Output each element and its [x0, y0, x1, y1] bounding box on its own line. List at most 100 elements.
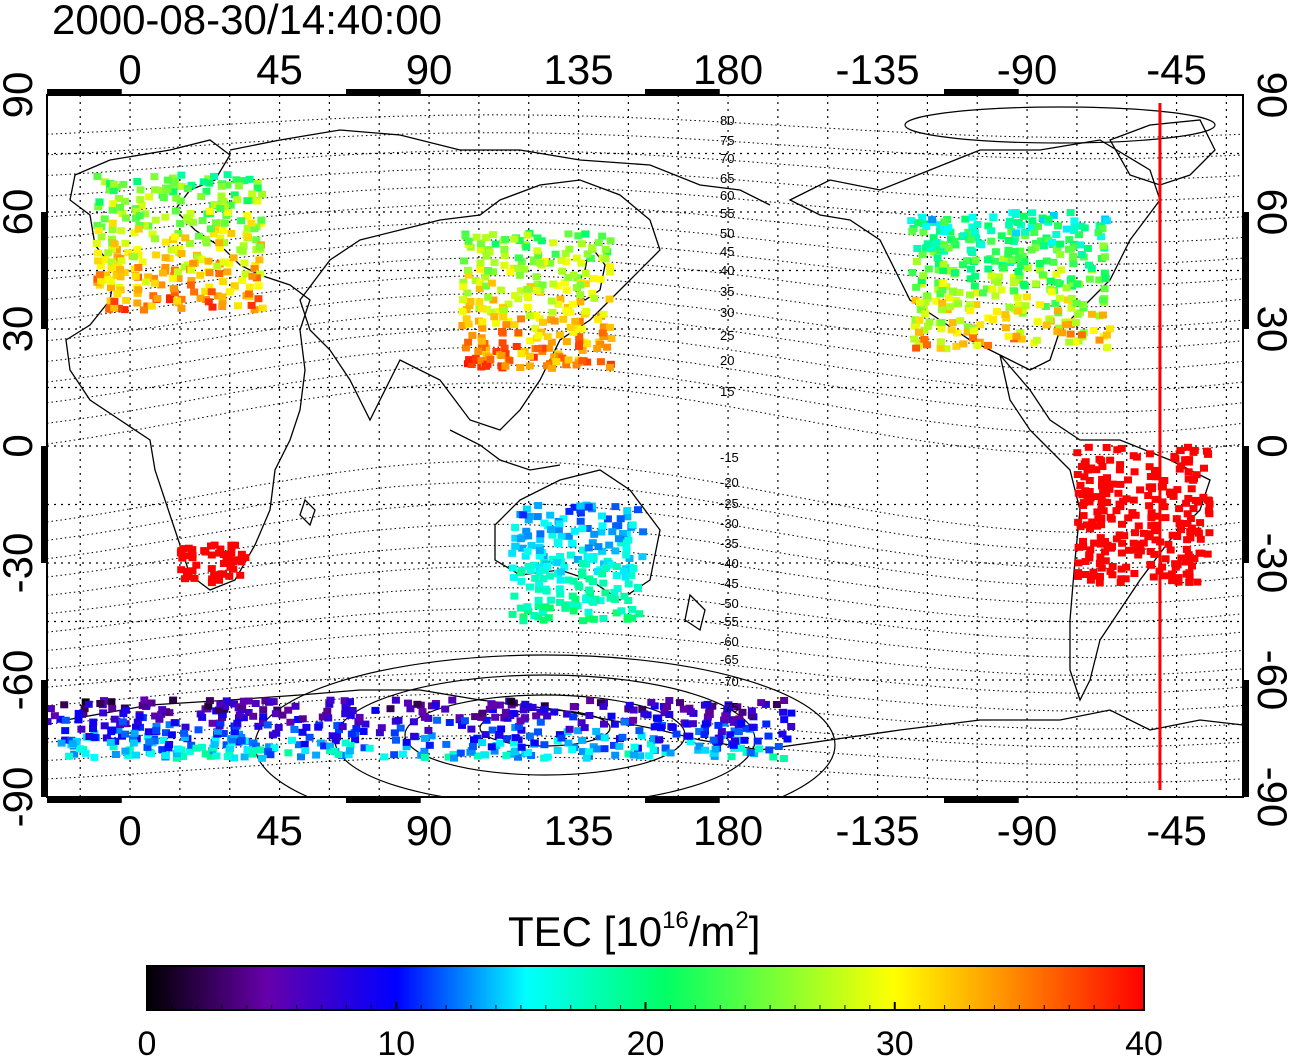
tec-point	[122, 296, 131, 304]
tec-point	[245, 283, 254, 291]
tec-point	[213, 292, 222, 300]
tec-point	[613, 585, 622, 593]
tec-point	[211, 219, 220, 227]
tec-point	[74, 709, 83, 717]
tec-point	[186, 210, 195, 218]
tec-point	[919, 228, 928, 236]
tec-point	[1049, 211, 1058, 219]
tec-point	[530, 739, 539, 747]
tec-point	[908, 269, 917, 276]
tec-point	[375, 729, 384, 737]
tec-point	[553, 559, 562, 567]
tec-point	[611, 595, 619, 603]
tec-point	[214, 727, 222, 735]
tec-point	[460, 717, 469, 725]
tec-point	[210, 201, 219, 209]
tec-point	[491, 713, 500, 721]
tec-point	[198, 713, 207, 721]
tec-point	[922, 222, 931, 230]
tec-point	[605, 263, 614, 271]
tec-point	[569, 703, 578, 710]
tec-point	[588, 539, 597, 547]
tec-point	[117, 257, 126, 265]
tec-point	[624, 750, 633, 758]
tec-point	[978, 289, 987, 297]
tec-point	[1055, 294, 1064, 302]
tec-point	[220, 203, 229, 211]
tec-point	[995, 273, 1003, 281]
colorbar-ticks: 0 10 20 30 40	[138, 1002, 1163, 1057]
tec-point	[352, 725, 361, 732]
tec-point	[966, 275, 975, 283]
tec-point	[972, 289, 981, 297]
tec-point	[1190, 475, 1198, 483]
tec-point	[997, 232, 1006, 240]
tec-point	[596, 358, 605, 366]
tec-point	[1068, 299, 1076, 306]
tec-point	[187, 277, 196, 285]
tec-point	[667, 723, 676, 731]
tec-point	[916, 299, 924, 307]
tec-point	[180, 734, 189, 741]
tec-point	[1152, 473, 1161, 481]
tec-point	[1034, 222, 1042, 230]
tec-point	[188, 546, 197, 554]
tec-point	[1124, 514, 1133, 522]
tec-point	[710, 749, 719, 757]
tec-point	[1054, 222, 1062, 230]
tec-point	[258, 304, 267, 312]
tec-point	[963, 328, 972, 336]
tec-point	[954, 300, 962, 308]
tec-point	[605, 295, 614, 303]
tec-point	[1085, 275, 1094, 283]
tec-point	[1081, 487, 1090, 495]
tec-point	[536, 259, 545, 267]
tec-point	[1102, 331, 1111, 339]
tec-point	[1101, 548, 1109, 556]
tec-point	[1136, 486, 1145, 494]
tec-point	[204, 175, 213, 183]
tec-point	[1196, 519, 1205, 527]
tec-point	[742, 724, 751, 732]
tec-point	[166, 296, 174, 304]
tec-point	[924, 265, 933, 273]
tec-point	[574, 232, 583, 240]
contour-label: -55	[720, 614, 739, 629]
tec-point	[110, 715, 119, 723]
tec-point	[579, 748, 587, 756]
tec-point	[989, 316, 998, 323]
tec-point	[226, 744, 235, 752]
tec-point	[578, 525, 587, 533]
tec-point	[1193, 527, 1202, 535]
tec-point	[169, 275, 178, 283]
tec-point	[972, 301, 981, 309]
tec-point	[503, 735, 512, 743]
tec-point	[621, 573, 630, 581]
tec-point	[530, 561, 539, 569]
tec-point	[556, 568, 565, 576]
tec-point	[1098, 475, 1107, 483]
tec-point	[1079, 502, 1088, 509]
tec-point	[209, 230, 218, 238]
tec-point	[254, 295, 263, 303]
tec-point	[108, 704, 117, 712]
tec-point	[544, 614, 553, 622]
tec-point	[178, 183, 187, 190]
tec-point	[596, 597, 605, 605]
tec-point	[81, 749, 90, 757]
tec-point	[1099, 507, 1108, 515]
tec-point	[68, 740, 77, 748]
tec-point	[477, 344, 486, 352]
tec-point	[984, 222, 993, 230]
tec-point	[505, 357, 514, 365]
tec-point	[1073, 280, 1082, 288]
tec-point	[219, 258, 228, 266]
tec-point	[599, 702, 608, 710]
tec-point	[147, 749, 156, 757]
contour-label: 15	[720, 384, 734, 399]
tec-point	[983, 256, 992, 264]
tec-point	[458, 307, 467, 315]
tec-point	[172, 750, 181, 758]
tec-point	[555, 520, 564, 528]
tec-point	[600, 720, 608, 728]
